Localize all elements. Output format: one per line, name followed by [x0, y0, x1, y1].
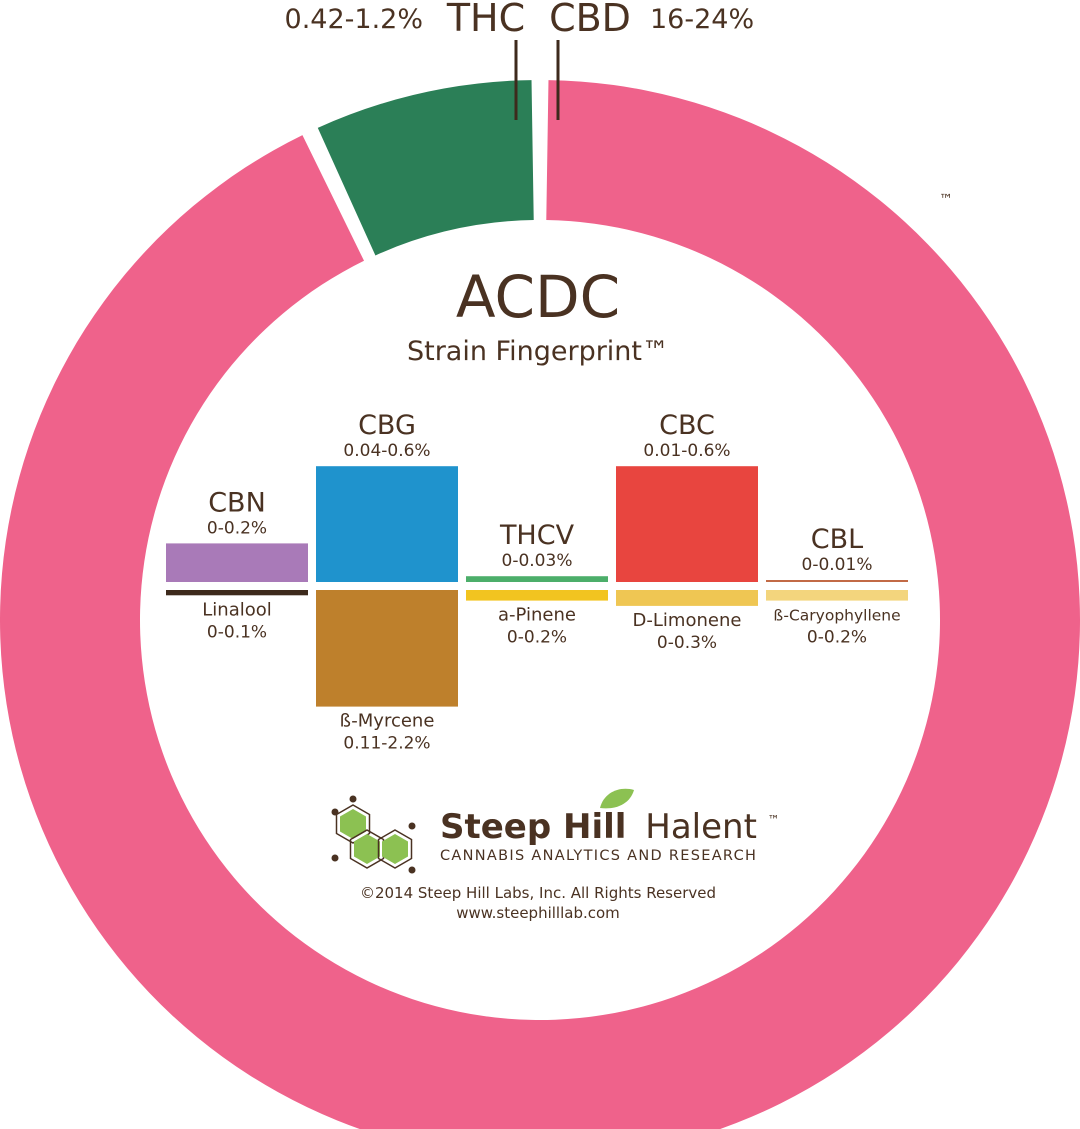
molecule-node — [331, 854, 339, 862]
trademark-mark: ™ — [939, 192, 953, 208]
cbd-range-label: 16-24% — [650, 4, 754, 35]
range-thcv: 0-0.03% — [502, 551, 573, 571]
hex-cell — [382, 834, 408, 864]
logo-tm: ™ — [768, 813, 780, 827]
label-cbc: CBC — [659, 410, 715, 441]
logo-name-light: Halent — [645, 807, 757, 847]
label-caryophyllene: ß-Caryophyllene — [773, 607, 900, 625]
bar-a-pinene — [466, 590, 608, 601]
bar-cbl — [766, 580, 908, 582]
logo-tagline: CANNABIS ANALYTICS AND RESEARCH — [440, 848, 757, 864]
range-a-pinene: 0-0.2% — [507, 628, 567, 648]
website-url: www.steephilllab.com — [456, 904, 620, 922]
label-d-limonene: D-Limonene — [633, 610, 742, 631]
label-myrcene: ß-Myrcene — [340, 711, 435, 732]
bar-linalool — [166, 590, 308, 596]
label-a-pinene: a-Pinene — [498, 605, 576, 626]
cbd-label: CBD — [549, 0, 631, 40]
leaf-icon — [600, 788, 634, 809]
hexagon-molecule-icon — [331, 795, 416, 874]
range-cbc: 0.01-0.6% — [643, 441, 730, 461]
range-d-limonene: 0-0.3% — [657, 633, 717, 653]
thc-label: THC — [446, 0, 525, 40]
label-cbg: CBG — [358, 410, 416, 441]
strain-title: ACDC — [456, 263, 620, 331]
steep-hill-logo: Steep Hill Halent ™ CANNABIS ANALYTICS A… — [331, 788, 780, 874]
bar-cbg — [316, 466, 458, 582]
range-cbn: 0-0.2% — [207, 518, 267, 538]
bar-cbc — [616, 466, 758, 582]
hex-cell — [354, 834, 380, 864]
range-cbl: 0-0.01% — [802, 555, 873, 575]
donut-ring — [0, 80, 1080, 1129]
molecule-node — [408, 822, 416, 830]
bar-cbn — [166, 543, 308, 582]
label-cbl: CBL — [811, 524, 863, 555]
molecule-node — [331, 808, 339, 816]
donut-slice-thc — [317, 80, 534, 256]
molecule-node — [349, 795, 357, 803]
logo-name-bold: Steep Hill — [440, 807, 626, 847]
molecule-node — [408, 866, 416, 874]
range-caryophyllene: 0-0.2% — [807, 628, 867, 648]
label-thcv: THCV — [499, 520, 575, 551]
copyright-text: ©2014 Steep Hill Labs, Inc. All Rights R… — [360, 884, 716, 902]
range-myrcene: 0.11-2.2% — [343, 734, 430, 754]
bar-myrcene — [316, 590, 458, 707]
label-linalool: Linalool — [202, 599, 272, 620]
cannabinoid-terpene-bars: CBN0-0.2%CBG0.04-0.6%THCV0-0.03%CBC0.01-… — [166, 410, 908, 754]
range-cbg: 0.04-0.6% — [343, 441, 430, 461]
hex-cell — [340, 809, 366, 839]
svg-text:Steep Hill Halent: Steep Hill Halent ™ — [440, 807, 780, 847]
range-linalool: 0-0.1% — [207, 622, 267, 642]
hex-outline — [377, 829, 413, 869]
label-cbn: CBN — [208, 487, 266, 518]
bar-d-limonene — [616, 590, 758, 606]
bar-caryophyllene — [766, 590, 908, 601]
hex-outline — [349, 829, 385, 869]
strain-subtitle: Strain Fingerprint™ — [407, 336, 669, 367]
bar-thcv — [466, 576, 608, 582]
thc-range-label: 0.42-1.2% — [285, 4, 423, 35]
